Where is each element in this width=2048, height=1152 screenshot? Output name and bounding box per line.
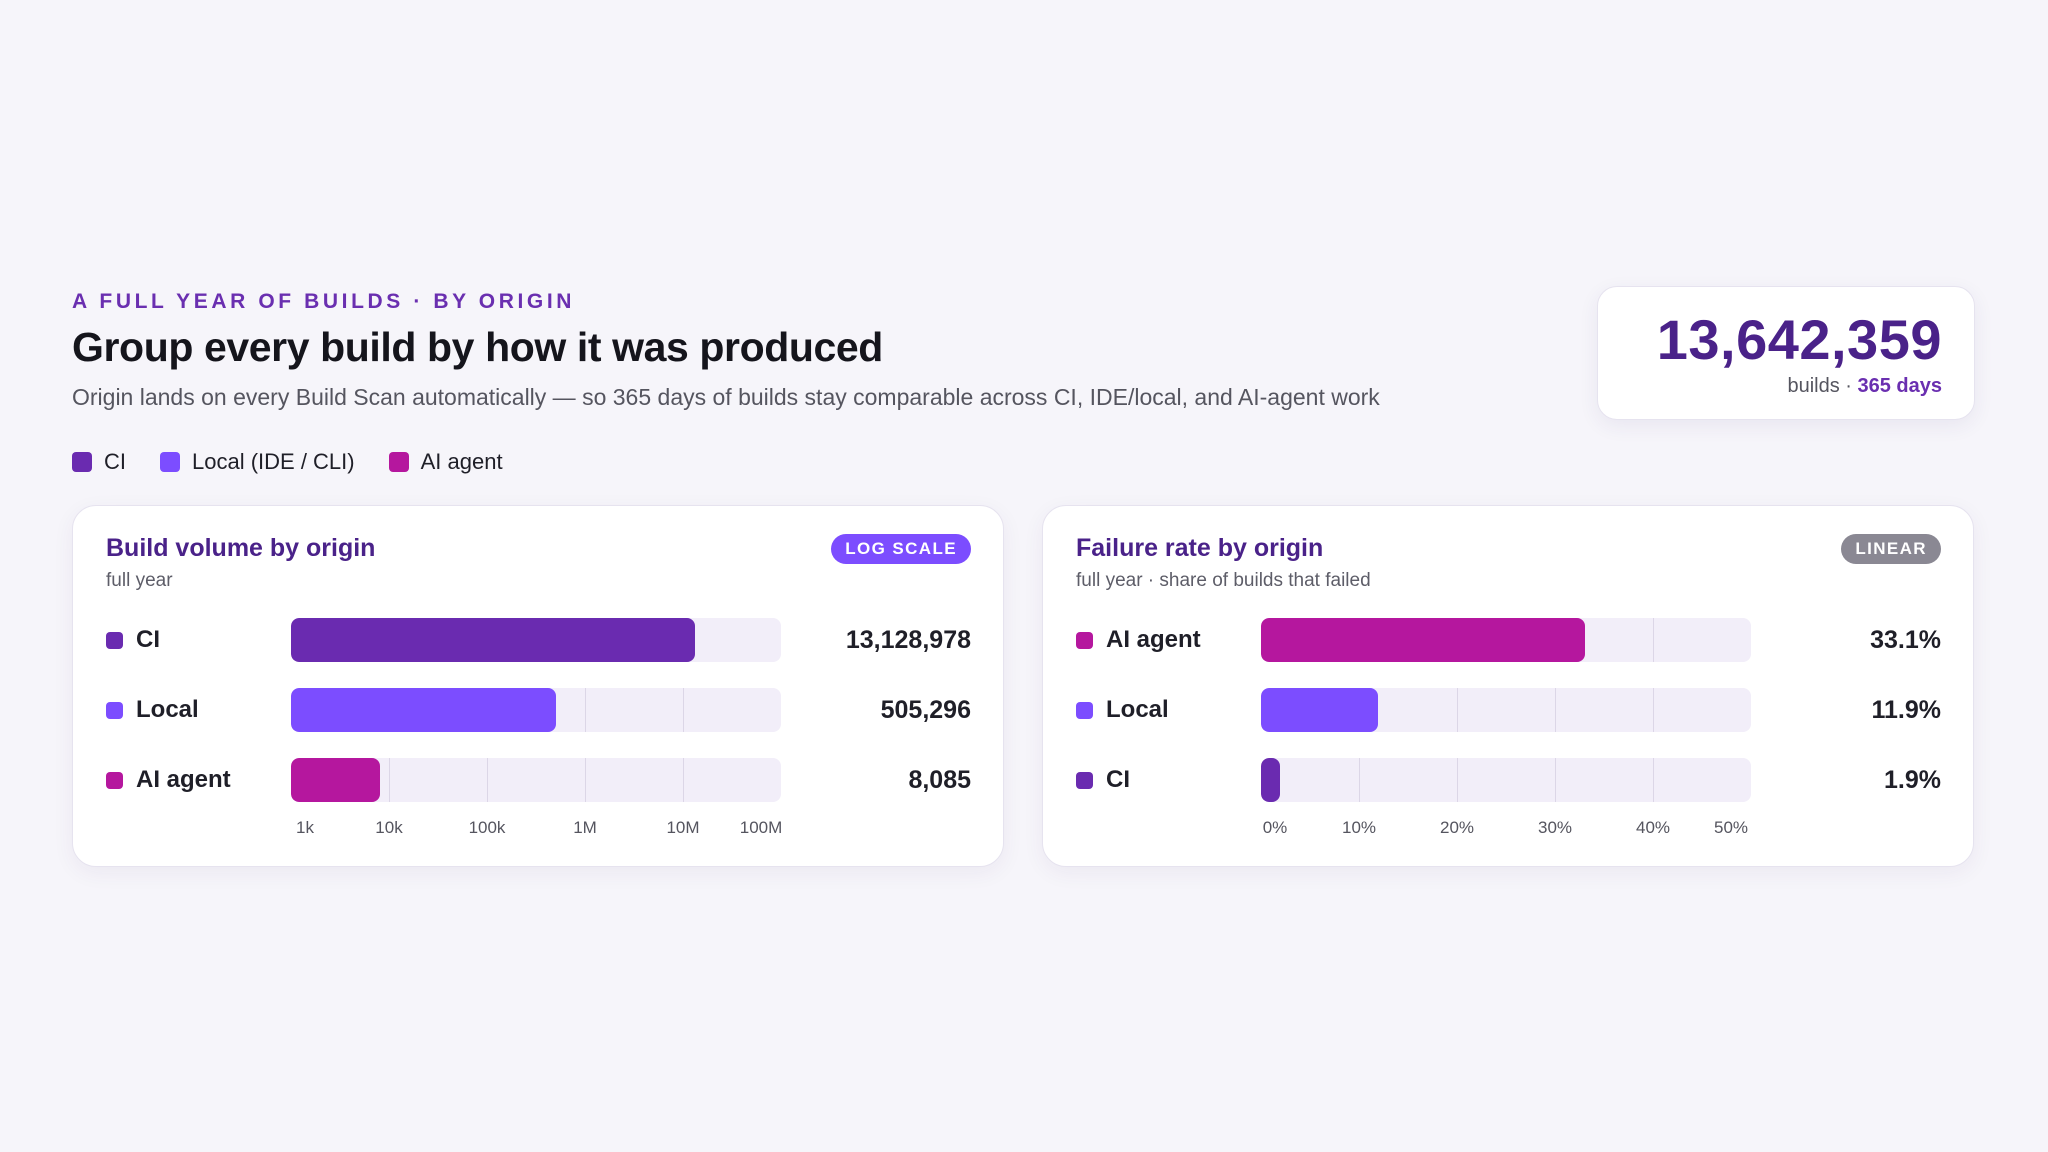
legend-label: CI <box>104 449 126 474</box>
value-label-ai-agent: 33.1% <box>1870 626 1941 654</box>
failure-rate-chart: Failure rate by origin full year · share… <box>1042 505 1974 867</box>
axis-tick-label: 0% <box>1262 818 1288 837</box>
axis-tick-label: 1M <box>573 818 597 837</box>
bar-track <box>291 688 781 732</box>
legend-swatch-local <box>160 452 180 472</box>
value-label-local: 505,296 <box>880 696 971 724</box>
axis-tick-label: 100M <box>739 818 783 837</box>
chart-subtitle: full year · share of builds that failed <box>1076 570 1371 591</box>
category-text: CI <box>136 626 160 653</box>
page-title: Group every build by how it was produced <box>72 324 883 370</box>
origin-legend: CI Local (IDE / CLI) AI agent <box>72 448 503 476</box>
caption-period: 365 days <box>1857 375 1942 397</box>
total-builds-value: 13,642,359 <box>1656 308 1942 371</box>
section-eyebrow: A FULL YEAR OF BUILDS · BY ORIGIN <box>72 290 576 313</box>
build-volume-chart: Build volume by origin full year LOG SCA… <box>72 505 1004 867</box>
gridline <box>1457 758 1458 802</box>
axis-tick-label: 100k <box>468 818 506 837</box>
category-label-local: Local <box>106 696 199 724</box>
legend-label: AI agent <box>420 449 503 474</box>
gridline <box>1653 758 1654 802</box>
scale-badge: LOG SCALE <box>831 534 971 564</box>
bar-track <box>1261 758 1751 802</box>
gridline <box>585 688 586 732</box>
gridline <box>1359 758 1360 802</box>
axis-tick-label: 10% <box>1341 818 1377 837</box>
category-dot <box>106 631 123 649</box>
gridline <box>487 758 488 802</box>
value-label-ai-agent: 8,085 <box>908 766 971 794</box>
total-builds-caption: builds · 365 days <box>1787 375 1942 398</box>
gridline <box>1555 758 1556 802</box>
axis-tick-label: 10k <box>375 818 403 837</box>
axis-tick-label: 50% <box>1713 818 1749 837</box>
gridline <box>1457 688 1458 732</box>
page-subtitle: Origin lands on every Build Scan automat… <box>72 384 1380 410</box>
gridline <box>683 688 684 732</box>
axis-tick-label: 20% <box>1439 818 1475 837</box>
legend-swatch-ai-agent <box>388 452 409 472</box>
legend-item-ci[interactable]: CI <box>72 449 126 475</box>
category-text: Local <box>136 696 199 723</box>
category-label-ci: CI <box>1076 766 1130 794</box>
bar-track <box>291 618 781 662</box>
category-label-ci: CI <box>106 626 160 654</box>
category-dot <box>1076 771 1093 789</box>
category-label-ai-agent: AI agent <box>1076 626 1201 654</box>
bar-ai-agent[interactable] <box>1261 618 1586 662</box>
gridline <box>1653 688 1654 732</box>
axis-tick-label: 1k <box>296 818 314 837</box>
chart-title: Build volume by origin <box>106 534 376 562</box>
category-text: Local <box>1106 696 1169 723</box>
axis-tick-label: 30% <box>1537 818 1573 837</box>
bar-ci[interactable] <box>1261 758 1280 802</box>
category-text: AI agent <box>136 766 231 793</box>
value-label-ci: 13,128,978 <box>845 626 971 654</box>
bar-local[interactable] <box>1261 688 1378 732</box>
category-text: AI agent <box>1106 626 1201 653</box>
bar-track <box>291 758 781 802</box>
chart-subtitle: full year <box>106 570 173 591</box>
value-label-ci: 1.9% <box>1884 766 1941 794</box>
category-label-local: Local <box>1076 696 1169 724</box>
bar-ai-agent[interactable] <box>291 758 380 802</box>
axis-tick-label: 40% <box>1635 818 1671 837</box>
legend-swatch-ci <box>72 452 92 472</box>
category-dot <box>1076 701 1093 719</box>
legend-item-ai-agent[interactable]: AI agent <box>388 449 503 475</box>
bar-track <box>1261 618 1751 662</box>
category-dot <box>106 701 123 719</box>
legend-label: Local (IDE / CLI) <box>192 449 355 474</box>
bar-track <box>1261 688 1751 732</box>
gridline <box>683 758 684 802</box>
category-dot <box>1076 631 1093 649</box>
gridline <box>1555 688 1556 732</box>
category-text: CI <box>1106 766 1130 793</box>
gridline <box>1653 618 1654 662</box>
axis-tick-label: 10M <box>666 818 700 837</box>
scale-badge: LINEAR <box>1841 534 1941 564</box>
chart-title: Failure rate by origin <box>1076 534 1324 562</box>
bar-local[interactable] <box>291 688 556 732</box>
value-label-local: 11.9% <box>1871 696 1941 724</box>
category-dot <box>106 771 123 789</box>
gridline <box>389 758 390 802</box>
category-label-ai-agent: AI agent <box>106 766 231 794</box>
legend-item-local[interactable]: Local (IDE / CLI) <box>160 449 355 475</box>
gridline <box>585 758 586 802</box>
total-builds-card: 13,642,359 builds · 365 days <box>1597 286 1975 420</box>
caption-prefix: builds · <box>1787 375 1858 397</box>
bar-ci[interactable] <box>291 618 695 662</box>
